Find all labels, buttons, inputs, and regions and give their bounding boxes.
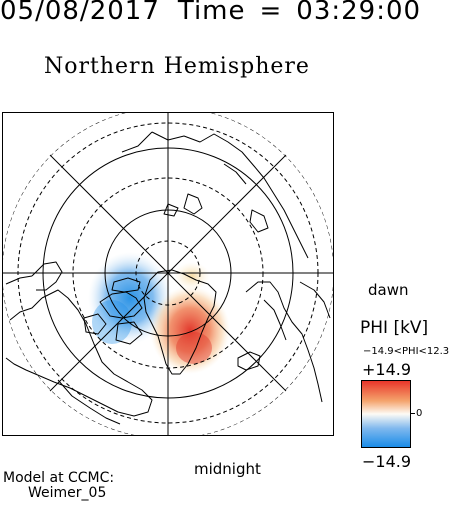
midnight-label: midnight xyxy=(194,460,261,478)
meridian-lines xyxy=(2,112,334,436)
colorbar-max-label: +14.9 xyxy=(362,360,412,379)
colorbar-min-label: −14.9 xyxy=(362,452,412,471)
colorbar-range: −14.9<PHI<12.3 xyxy=(363,346,450,357)
dawn-label: dawn xyxy=(368,281,409,299)
colorbar xyxy=(361,380,411,448)
time-label: Time xyxy=(177,0,246,26)
coastlines xyxy=(5,131,331,425)
polar-map xyxy=(2,112,334,436)
potential-pattern xyxy=(88,252,230,374)
colorbar-title: PHI [kV] xyxy=(360,318,429,338)
positive-cell xyxy=(150,286,230,374)
model-source-label: Model at CCMC: xyxy=(3,470,115,486)
colorbar-zero-tick xyxy=(410,413,415,414)
date-time-header: 05/08/2017 Time = 03:29:00 xyxy=(0,0,421,26)
hemisphere-title: Northern Hemisphere xyxy=(44,54,310,79)
equals-sign: = xyxy=(259,0,283,26)
time-text: 03:29:00 xyxy=(296,0,422,26)
colorbar-zero-label: 0 xyxy=(416,408,423,419)
model-name-label: Weimer_05 xyxy=(28,485,107,501)
date-text: 05/08/2017 xyxy=(0,0,160,26)
